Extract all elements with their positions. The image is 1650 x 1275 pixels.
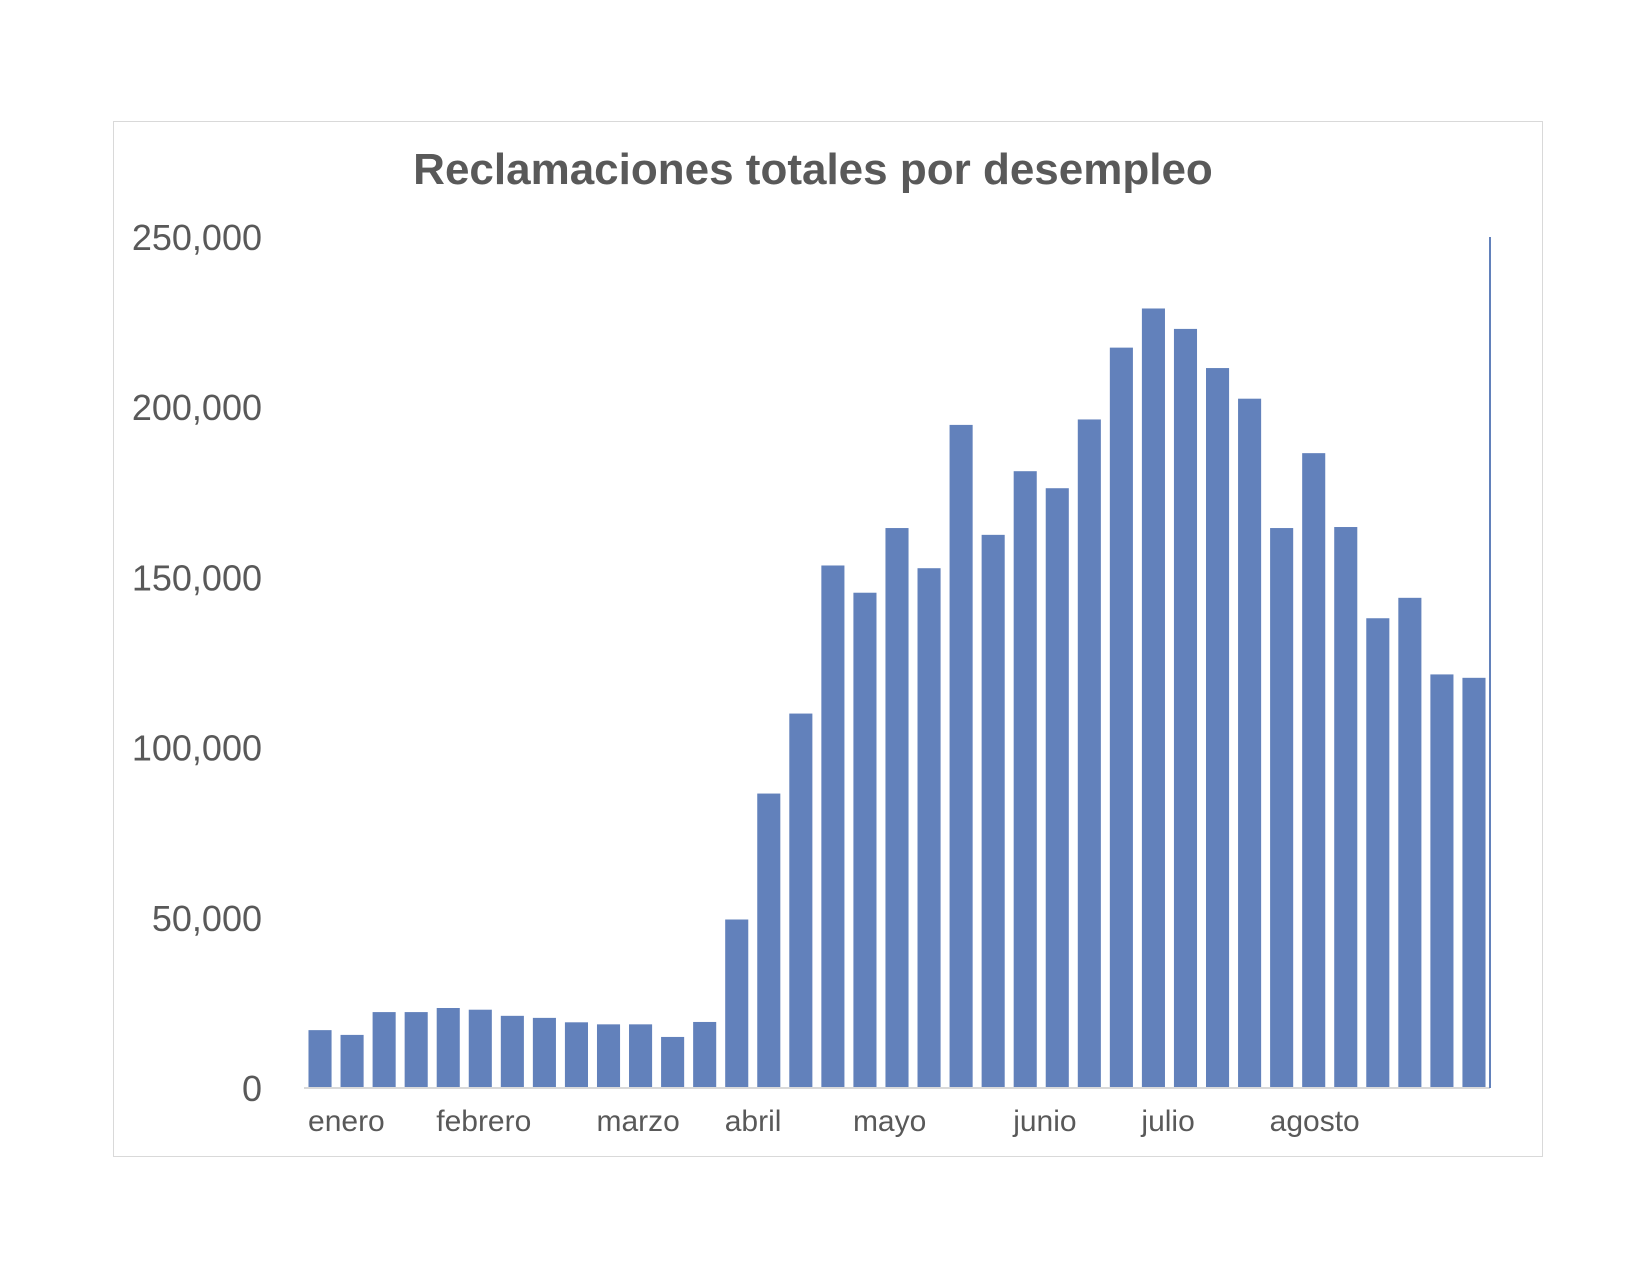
bar — [1270, 528, 1294, 1088]
x-tick-label: agosto — [1270, 1105, 1360, 1138]
x-tick-label: marzo — [597, 1105, 680, 1138]
bar — [1302, 453, 1326, 1088]
bar — [1141, 308, 1165, 1088]
bar — [821, 565, 845, 1088]
bar — [372, 1012, 396, 1088]
x-tick-label: mayo — [853, 1105, 926, 1138]
chart-title: Reclamaciones totales por desempleo — [413, 145, 1213, 194]
x-tick-label: junio — [1012, 1105, 1076, 1138]
bar — [468, 1009, 492, 1088]
bar — [1077, 419, 1101, 1088]
bar — [885, 528, 909, 1088]
bar — [532, 1017, 556, 1088]
bar — [404, 1012, 428, 1088]
bar — [661, 1036, 685, 1088]
y-tick-label: 50,000 — [152, 898, 262, 939]
x-tick-label: enero — [308, 1105, 385, 1138]
bar — [981, 534, 1005, 1088]
bar — [1398, 597, 1422, 1088]
bar — [436, 1008, 460, 1088]
x-tick-label: abril — [725, 1105, 782, 1138]
bar — [917, 568, 941, 1088]
bar — [596, 1024, 621, 1088]
bar — [1173, 328, 1198, 1089]
bar — [1238, 398, 1262, 1088]
bars — [308, 308, 1486, 1089]
bar — [1430, 674, 1454, 1088]
y-tick-label: 100,000 — [132, 728, 262, 769]
bar — [757, 793, 781, 1088]
y-tick-label: 250,000 — [132, 217, 262, 258]
bar — [1366, 618, 1390, 1088]
bar — [789, 713, 813, 1088]
bar — [340, 1034, 364, 1088]
bar — [1045, 488, 1069, 1088]
bar — [308, 1030, 332, 1088]
bar — [949, 424, 973, 1089]
y-axis-labels: 0 50,000 100,000 150,000 200,000 250,000 — [132, 217, 262, 1109]
y-tick-label: 150,000 — [132, 557, 262, 598]
y-tick-label: 0 — [242, 1068, 262, 1109]
bar — [629, 1024, 653, 1088]
bar — [853, 592, 877, 1088]
bar — [1013, 471, 1037, 1088]
x-axis-labels: enero febrero marzo abril mayo junio julio agos… — [308, 1105, 1360, 1138]
bar — [564, 1022, 588, 1088]
y-tick-label: 200,000 — [132, 387, 262, 428]
x-tick-label: febrero — [436, 1105, 531, 1138]
bar — [693, 1021, 717, 1088]
bar — [500, 1015, 524, 1088]
x-tick-label: julio — [1140, 1105, 1194, 1138]
bar — [1334, 527, 1358, 1088]
bar — [1109, 347, 1133, 1088]
bar — [1462, 677, 1486, 1088]
bar — [1206, 368, 1230, 1089]
bar — [725, 919, 749, 1088]
